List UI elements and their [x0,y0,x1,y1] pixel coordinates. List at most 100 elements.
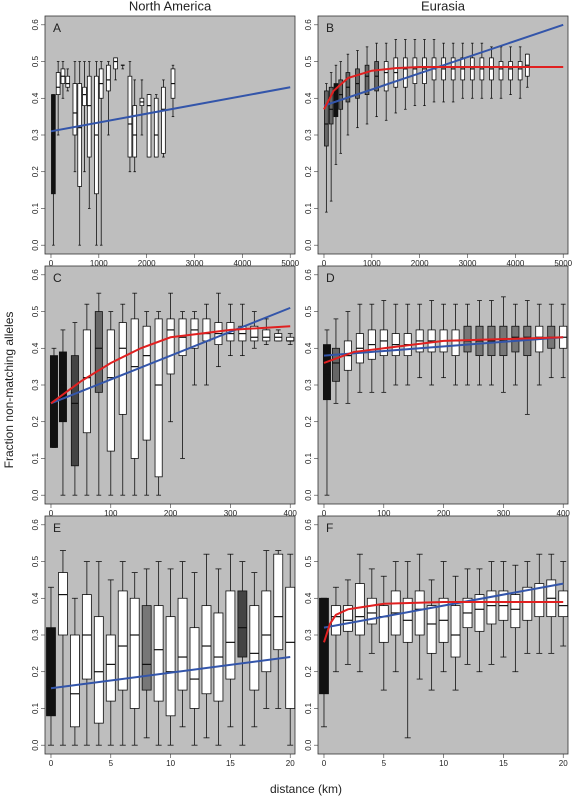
y-tick-label: 0.6 [304,269,313,281]
box [261,590,272,673]
y-tick-label: 0.1 [304,202,313,214]
y-tick-label: 0.1 [31,452,40,464]
y-tick-label: 0.2 [31,416,40,428]
fit-line [323,23,564,107]
y-tick-label: 0.3 [31,379,40,391]
x-tick-label: 5 [382,759,387,768]
plot-background [317,15,569,255]
y-tick-label: 0.4 [31,92,40,104]
box [166,318,175,375]
y-tick-label: 0.4 [304,592,313,604]
y-tick-label: 0.5 [31,305,40,317]
box [463,325,472,353]
y-tick-label: 0.2 [31,666,40,678]
y-tick-label: 0.3 [31,629,40,641]
y-tick-label: 0.0 [304,739,313,751]
x-tick-label: 400 [557,509,571,518]
box [70,355,79,467]
box [154,318,163,478]
box [118,322,127,415]
plot-background [44,265,296,505]
y-tick-label: 0.3 [304,129,313,141]
panel-letter: E [53,521,61,535]
y-tick-label: 0.1 [31,702,40,714]
x-tick-label: 15 [226,759,235,768]
y-tick-label: 0.0 [304,489,313,501]
x-tick-label: 0 [322,759,327,768]
y-tick-label: 0.6 [31,19,40,31]
x-tick-label: 3000 [186,259,204,268]
box [153,605,164,702]
x-tick-label: 400 [284,509,298,518]
y-tick-label: 0.5 [304,305,313,317]
x-tick-label: 100 [104,509,118,518]
box [177,597,188,691]
plot-background [317,265,569,505]
box [450,605,461,658]
box [82,329,91,434]
x-axis-label: distance (km) [270,782,342,796]
box [51,94,56,195]
box [58,572,68,636]
fit-line [50,86,291,133]
x-tick-label: 1000 [90,259,108,268]
x-tick-label: 5000 [281,259,299,268]
box [262,329,271,342]
y-tick-label: 0.2 [31,166,40,178]
x-tick-label: 4000 [233,259,251,268]
box [81,594,92,680]
x-tick-label: 10 [166,759,175,768]
y-tick-label: 0.5 [31,555,40,567]
box [129,597,140,709]
box [94,311,103,393]
x-tick-label: 100 [377,509,391,518]
box [82,86,87,107]
x-tick-label: 300 [497,509,511,518]
y-tick-label: 0.3 [304,629,313,641]
box [534,583,545,618]
box [508,61,513,81]
box [58,351,67,423]
y-tick-label: 0.6 [304,519,313,531]
panel-letter: C [53,271,62,285]
box [72,83,78,136]
box [498,61,504,81]
y-tick-label: 0.2 [304,666,313,678]
box [106,64,111,92]
y-tick-label: 0.6 [304,19,313,31]
box [486,590,497,625]
x-tick-label: 200 [437,509,451,518]
x-tick-label: 20 [286,759,295,768]
x-tick-label: 0 [49,509,54,518]
y-tick-label: 0.0 [31,489,40,501]
x-tick-label: 15 [499,759,508,768]
y-tick-label: 0.3 [304,379,313,391]
box [322,344,331,401]
x-tick-label: 300 [224,509,238,518]
x-tick-label: 10 [439,759,448,768]
box [113,57,118,70]
x-tick-label: 200 [164,509,178,518]
fit-line [323,66,564,110]
y-tick-label: 0.3 [31,129,40,141]
y-tick-label: 0.6 [31,269,40,281]
y-tick-label: 0.6 [31,519,40,531]
box [117,590,128,691]
box [237,590,248,658]
box [250,325,259,342]
fit-line [50,656,291,690]
box [70,634,80,728]
box [165,616,176,717]
panel-letter: D [326,271,335,285]
x-tick-label: 3000 [459,259,477,268]
box [130,318,139,459]
box [55,72,61,95]
box [65,75,71,88]
box [412,57,418,84]
y-tick-label: 0.0 [304,239,313,251]
x-tick-label: 0 [322,259,327,268]
box [324,90,329,147]
box [558,590,569,618]
y-tick-label: 0.4 [31,592,40,604]
